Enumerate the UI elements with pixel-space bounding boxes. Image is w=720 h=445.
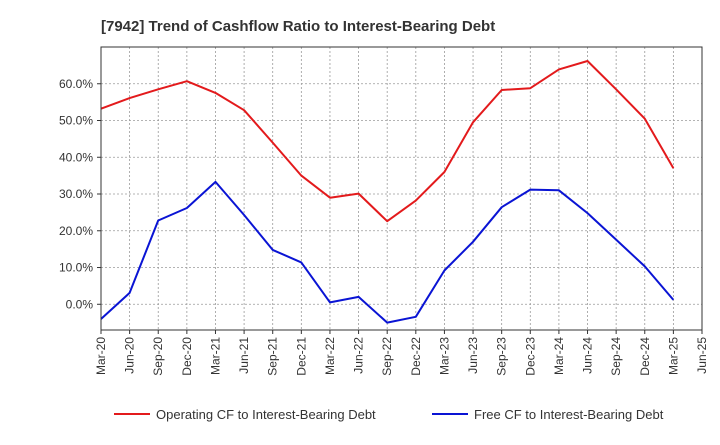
x-tick-label: Jun-23: [466, 337, 480, 374]
x-tick-label: Sep-23: [495, 337, 509, 376]
x-tick-label: Jun-25: [695, 337, 709, 374]
grid: [101, 47, 702, 330]
y-tick-label: 60.0%: [59, 77, 93, 91]
x-tick-label: Sep-21: [266, 337, 280, 376]
series-lines: [100, 60, 675, 324]
x-tick-label: Dec-22: [409, 337, 423, 376]
x-tick-label: Mar-20: [94, 337, 108, 375]
y-tick-label: 50.0%: [59, 114, 93, 128]
x-tick-label: Sep-20: [151, 337, 165, 376]
x-tick-label: Sep-24: [609, 337, 623, 376]
series-line-operating-cf: [100, 60, 675, 223]
y-tick-label: 30.0%: [59, 187, 93, 201]
chart-title: [7942] Trend of Cashflow Ratio to Intere…: [101, 18, 495, 35]
x-tick-label: Mar-23: [437, 337, 451, 375]
x-tick-label: Sep-22: [380, 337, 394, 376]
y-axis-ticks: 0.0% 10.0% 20.0% 30.0% 40.0% 50.0% 60.0%: [59, 77, 101, 311]
x-tick-label: Mar-24: [552, 337, 566, 375]
legend-label: Free CF to Interest-Bearing Debt: [474, 407, 664, 422]
x-tick-label: Jun-20: [123, 337, 137, 374]
y-tick-label: 10.0%: [59, 261, 93, 275]
x-tick-label: Jun-22: [352, 337, 366, 374]
legend: Operating CF to Interest-Bearing Debt Fre…: [114, 407, 664, 422]
y-tick-label: 20.0%: [59, 224, 93, 238]
y-tick-label: 40.0%: [59, 150, 93, 164]
x-tick-label: Dec-23: [523, 337, 537, 376]
x-tick-label: Mar-21: [208, 337, 222, 375]
x-tick-label: Dec-21: [294, 337, 308, 376]
series-line-free-cf: [100, 180, 675, 324]
x-tick-label: Jun-24: [581, 337, 595, 374]
x-tick-label: Jun-21: [237, 337, 251, 374]
x-axis-ticks: Mar-20 Jun-20 Sep-20 Dec-20 Mar-21 Jun-21 Sep-…: [94, 330, 709, 376]
x-tick-label: Mar-22: [323, 337, 337, 375]
plot-frame: [100, 46, 703, 331]
x-tick-label: Dec-24: [638, 337, 652, 376]
x-tick-label: Dec-20: [180, 337, 194, 376]
y-tick-label: 0.0%: [66, 297, 94, 311]
legend-label: Operating CF to Interest-Bearing Debt: [156, 407, 376, 422]
x-tick-label: Mar-25: [666, 337, 680, 375]
